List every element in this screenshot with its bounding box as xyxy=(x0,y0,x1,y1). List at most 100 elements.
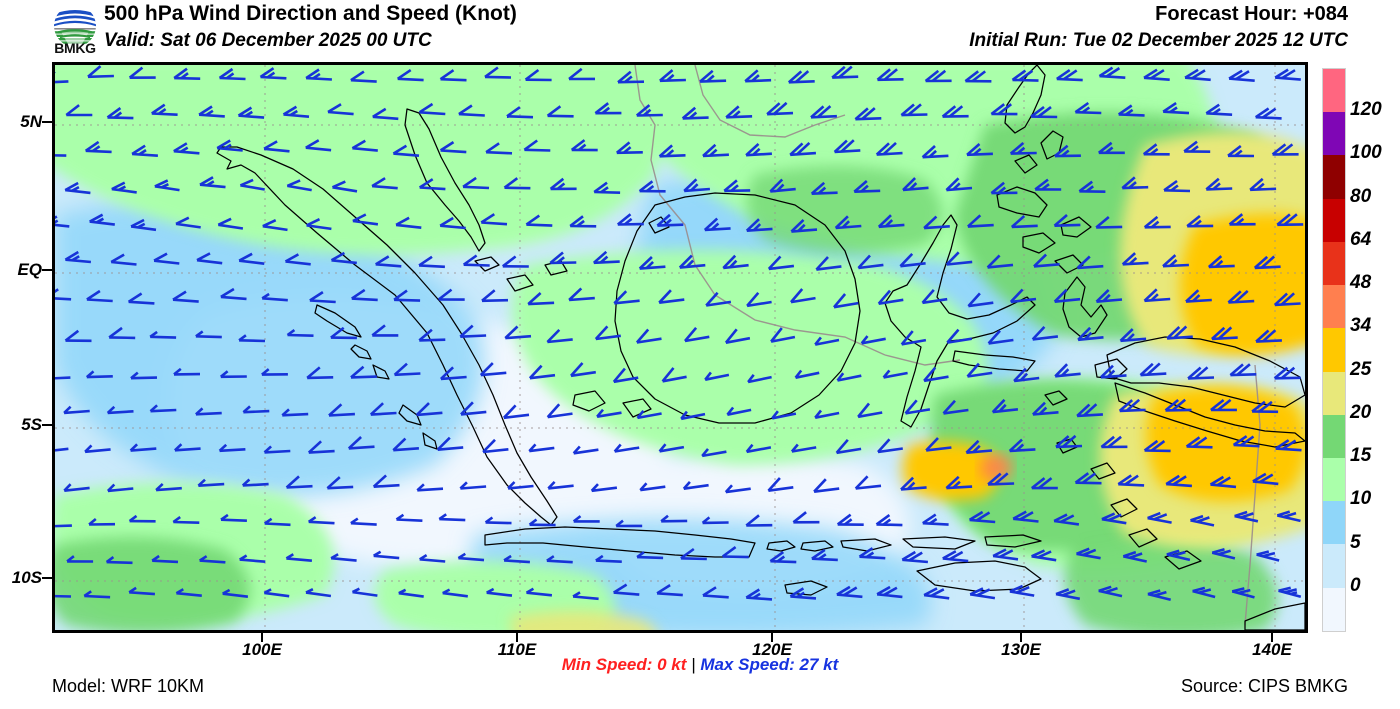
wind-barb-shaft xyxy=(640,485,666,492)
wind-barb-shaft xyxy=(1122,185,1149,190)
wind-barb-shaft xyxy=(1233,443,1260,448)
wind-barb-feather xyxy=(485,142,500,154)
wind-barb-feather xyxy=(113,111,123,119)
wind-barb-shaft xyxy=(393,447,419,452)
wind-barb-shaft xyxy=(1234,514,1259,523)
wind-barb-shaft xyxy=(440,375,467,381)
wind-barb-feather xyxy=(1038,406,1048,415)
wind-barb-feather xyxy=(459,481,468,490)
wind-barb-feather xyxy=(1098,585,1112,593)
wind-barb-shaft xyxy=(327,485,354,490)
wind-barb-feather xyxy=(972,444,981,454)
wind-barb-feather xyxy=(1239,435,1255,447)
wind-barb-feather xyxy=(704,371,712,381)
wind-barb-feather xyxy=(794,70,810,83)
wind-barb-feather xyxy=(1009,584,1024,593)
wind-barb-feather xyxy=(900,103,915,117)
weather-map[interactable]: Copyright Sub Bidang Prediksi Cuaca BMKG… xyxy=(52,62,1308,633)
wind-barb-feather xyxy=(1278,586,1292,593)
wind-barb-feather xyxy=(326,476,341,490)
wind-barb-feather xyxy=(1192,436,1208,448)
wind-barb-feather xyxy=(636,551,645,559)
wind-barb-feather xyxy=(680,410,688,420)
wind-barb-shaft xyxy=(854,189,881,193)
wind-barb-feather xyxy=(238,252,253,262)
wind-barb-feather xyxy=(1149,147,1159,156)
wind-barb-shaft xyxy=(835,224,862,230)
wind-barb-feather xyxy=(1055,435,1070,448)
wind-barb-feather xyxy=(615,519,624,528)
wind-barb-shaft xyxy=(1101,517,1127,525)
wind-barb-shaft xyxy=(463,185,490,190)
wind-barb-feather xyxy=(523,139,538,151)
wind-barb-shaft xyxy=(992,408,1019,414)
wind-barb-shaft xyxy=(220,295,247,301)
wind-barb-shaft xyxy=(878,298,904,305)
wind-barb-feather xyxy=(594,325,609,340)
wind-barb-feather xyxy=(1147,589,1161,596)
wind-barb-feather xyxy=(1060,514,1075,524)
wind-barb-shaft xyxy=(106,560,133,565)
wind-barb-shaft xyxy=(1055,372,1081,378)
wind-barb-feather xyxy=(503,554,512,562)
wind-barb-feather xyxy=(460,401,474,416)
wind-barb-feather xyxy=(853,180,868,193)
wind-barb-feather xyxy=(952,182,961,191)
wind-barb-feather xyxy=(437,288,453,301)
wind-barb-feather xyxy=(347,436,362,450)
wind-barb-feather xyxy=(710,222,720,231)
wind-barb-feather xyxy=(1280,366,1296,380)
wind-barb-shaft xyxy=(393,152,420,157)
axis-label-lat-EQ: EQ xyxy=(17,260,42,279)
wind-barb-shaft xyxy=(529,446,555,453)
wind-barb-feather xyxy=(660,514,669,523)
wind-barb-feather xyxy=(745,443,754,453)
wind-barb-feather xyxy=(1107,435,1122,448)
wind-barb-feather xyxy=(663,218,672,227)
wind-barb-feather xyxy=(1281,69,1296,80)
wind-barb-shaft xyxy=(1054,223,1081,227)
wind-barb-feather xyxy=(1218,326,1233,340)
wind-barb-feather xyxy=(105,556,115,564)
wind-barb-feather xyxy=(642,108,652,117)
wind-barb-shaft xyxy=(596,411,622,418)
wind-barb-shaft xyxy=(1208,264,1235,269)
wind-barb-shaft xyxy=(636,113,663,117)
wind-barb-feather xyxy=(992,548,1007,558)
wind-barb-shaft xyxy=(595,334,621,341)
wind-barb-feather xyxy=(484,516,494,524)
wind-barb-feather xyxy=(684,326,698,342)
wind-barb-feather xyxy=(577,143,587,152)
wind-barb-feather xyxy=(975,511,991,522)
wind-barb-shaft xyxy=(1165,408,1192,412)
wind-barb-feather xyxy=(645,184,655,193)
wind-barb-feather xyxy=(1172,475,1187,486)
wind-barb-shaft xyxy=(922,297,948,305)
page-title: 500 hPa Wind Direction and Speed (Knot) xyxy=(104,2,517,25)
wind-barb-feather xyxy=(1284,588,1298,594)
wind-barb-feather xyxy=(395,216,410,227)
wind-barb-feather xyxy=(766,102,781,116)
wind-barb-shaft xyxy=(547,338,573,344)
wind-barb-feather xyxy=(661,367,675,383)
wind-barb-shaft xyxy=(239,259,265,265)
wind-barb-feather xyxy=(1191,69,1206,80)
wind-barb-shaft xyxy=(196,258,223,265)
wind-barb-shaft xyxy=(352,146,378,152)
wind-barb-feather xyxy=(436,436,451,451)
wind-barb-feather xyxy=(817,186,827,195)
wind-barb-shaft xyxy=(1188,376,1215,380)
wind-barb-shaft xyxy=(1012,78,1039,82)
wind-barb-shaft xyxy=(220,518,247,522)
wind-barb-shaft xyxy=(746,300,772,308)
wind-barb-shaft xyxy=(857,411,883,419)
wind-barb-shaft xyxy=(1120,337,1147,343)
wind-barb-feather xyxy=(350,517,359,525)
wind-barb-shaft xyxy=(657,223,684,227)
wind-barb-shaft xyxy=(548,484,574,490)
wind-barb-feather xyxy=(857,254,871,269)
wind-barb-feather xyxy=(877,438,891,453)
wind-barb-feather xyxy=(237,106,253,117)
wind-barb-feather xyxy=(1164,398,1180,412)
wind-barb-feather xyxy=(149,330,158,338)
